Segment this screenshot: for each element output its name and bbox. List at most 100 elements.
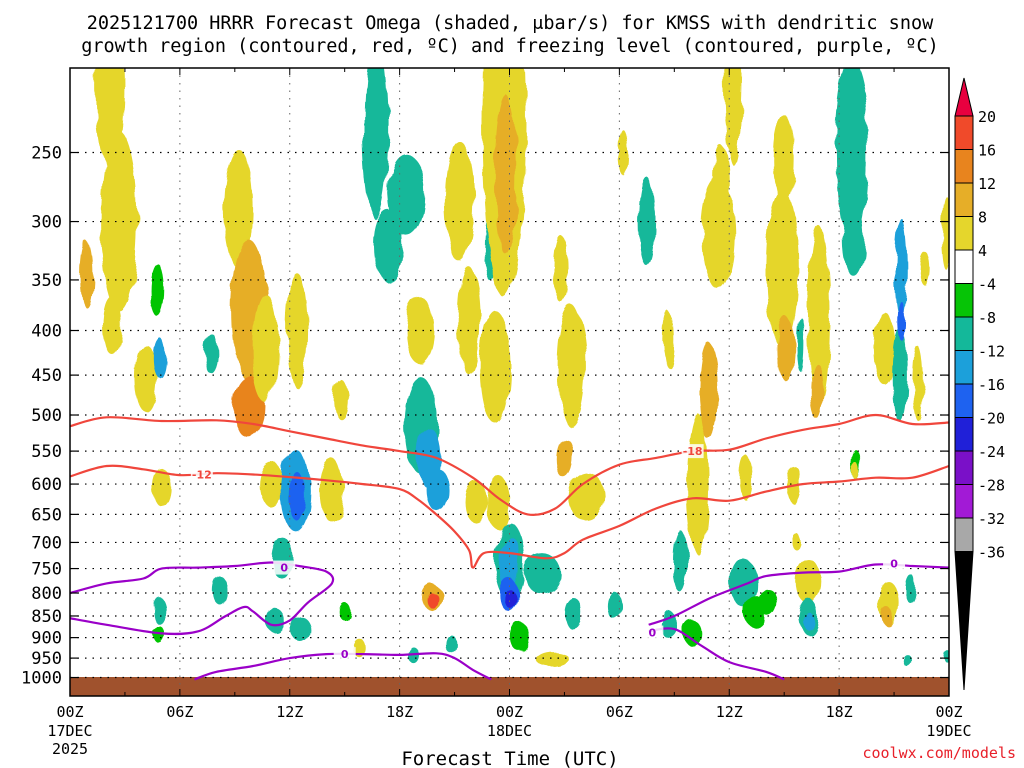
contour-label-bg-dgz-upper (681, 444, 704, 459)
omega-cell-63 (659, 611, 678, 638)
omega-cell-80 (795, 558, 821, 604)
omega-cell-57 (536, 652, 570, 669)
omega-cell-95 (912, 346, 924, 421)
y-tick-label-650: 650 (31, 505, 62, 525)
colorbar-cell-11 (954, 484, 974, 519)
omega-cell-39 (458, 267, 481, 375)
omega-cell-7 (153, 338, 167, 378)
y-tick-label-500: 500 (31, 406, 62, 426)
colorbar-cell-9 (954, 417, 974, 452)
contour-label-bg-dgz-lower (190, 467, 213, 482)
omega-cell-33 (427, 468, 450, 513)
colorbar-cell-5 (954, 283, 974, 318)
omega-cell-94 (881, 607, 893, 625)
x-tick-label-24: 00Z (496, 703, 523, 721)
colorbar-label-7: -12 (978, 343, 1005, 361)
y-axis: 2503003504004505005506006507007508008509… (21, 144, 949, 689)
colorbar-cell-12 (954, 517, 974, 552)
omega-cell-1 (101, 131, 138, 312)
contour-freezing-level-2 (194, 652, 492, 681)
contour-label-freezing-level-1: 0 (280, 562, 288, 575)
colorbar-label-11: -28 (978, 477, 1005, 495)
y-tick-label-750: 750 (31, 560, 62, 580)
x-tick-year-0: 2025 (52, 740, 88, 758)
colorbar-label-5: -4 (978, 276, 996, 294)
y-tick-label-950: 950 (31, 649, 62, 669)
omega-cell-44 (480, 310, 510, 423)
contour-label-dgz-lower: -12 (192, 468, 212, 481)
omega-cell-38 (445, 141, 475, 263)
y-tick-label-800: 800 (31, 584, 62, 604)
omega-cell-75 (776, 317, 796, 381)
omega-cell-30 (405, 297, 435, 364)
omega-cell-76 (786, 465, 801, 504)
omega-cell-43 (494, 94, 517, 255)
omega-cell-66 (699, 342, 719, 441)
omega-cell-19 (289, 472, 305, 521)
omega-cell-22 (291, 616, 310, 643)
colorbar-label-12: -32 (978, 510, 1005, 528)
omega-cell-59 (618, 129, 628, 176)
x-tick-date-0: 17DEC (47, 722, 92, 740)
x-tick-label-18: 18Z (386, 703, 413, 721)
y-tick-label-700: 700 (31, 533, 62, 553)
omega-cell-74 (765, 189, 799, 349)
contour-label-bg-freezing-level-3 (883, 556, 906, 571)
x-axis-label: Forecast Time (UTC) (401, 748, 618, 768)
y-tick-label-600: 600 (31, 475, 62, 495)
omega-cell-53 (553, 235, 569, 303)
x-tick-label-42: 18Z (826, 703, 853, 721)
contour-dgz-lower (70, 464, 949, 569)
omega-cell-8 (151, 595, 165, 623)
contour-label-bg-freezing-level-1 (273, 560, 296, 575)
omega-cell-21 (265, 608, 285, 633)
omega-cell-40 (465, 481, 488, 524)
omega-cell-23 (319, 459, 345, 522)
omega-cell-58 (608, 593, 624, 621)
omega-cell-78 (807, 225, 830, 407)
colorbar-label-10: -24 (978, 443, 1005, 461)
omega-cell-29 (388, 154, 426, 237)
omega-cell-17 (286, 273, 309, 388)
omega-cell-6 (150, 264, 166, 317)
colorbar-cell-1 (954, 149, 974, 184)
y-tick-label-550: 550 (31, 442, 62, 462)
omega-cell-11 (212, 576, 228, 605)
omega-cell-96 (906, 576, 918, 605)
omega-cell-15 (253, 294, 279, 404)
contour-label-dgz-upper: -18 (683, 445, 703, 458)
omega-cell-69 (723, 68, 743, 165)
colorbar-top-arrow (954, 77, 974, 117)
colorbar-cell-0 (954, 115, 974, 150)
x-tick-label-48: 00Z (935, 703, 962, 721)
omega-cell-28 (373, 210, 404, 282)
omega-cell-25 (339, 602, 351, 621)
omega-cell-91 (894, 218, 908, 320)
omega-cell-90 (892, 328, 907, 422)
contour-label-freezing-level-3: 0 (890, 557, 898, 570)
omega-cell-72 (758, 588, 777, 617)
omega-cell-4 (135, 345, 158, 413)
omega-cell-88 (851, 463, 860, 480)
omega-cell-70 (731, 559, 757, 608)
x-tick-date-48: 19DEC (926, 722, 971, 740)
omega-cell-64 (683, 620, 702, 647)
omega-cell-24 (333, 379, 349, 420)
omega-cell-27 (363, 68, 389, 220)
y-tick-label-900: 900 (31, 629, 62, 649)
omega-cell-10 (203, 333, 219, 374)
omega-cell-89 (873, 312, 896, 386)
omega-cell-73 (739, 455, 753, 501)
colorbar-label-8: -16 (978, 376, 1005, 394)
chart-title-line1: 2025121700 HRRR Forecast Omega (shaded, … (87, 13, 934, 34)
y-tick-label-400: 400 (31, 322, 62, 342)
contour-freezing-level-1 (70, 561, 335, 636)
x-tick-label-0: 00Z (56, 703, 83, 721)
plot-frame (69, 67, 950, 697)
x-tick-label-36: 12Z (716, 703, 743, 721)
colorbar-cell-10 (954, 450, 974, 485)
colorbar-label-13: -36 (978, 544, 1005, 562)
colorbar-label-9: -20 (978, 410, 1005, 428)
